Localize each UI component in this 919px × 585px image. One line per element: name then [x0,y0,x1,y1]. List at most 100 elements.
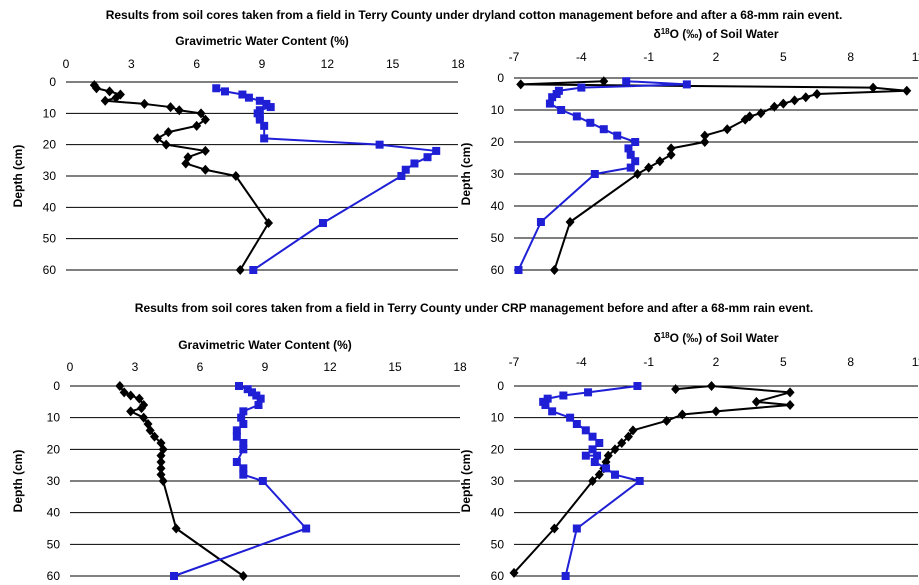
data-point-blue [588,445,597,454]
x-tick-label: 6 [197,360,204,374]
data-point-blue [590,458,599,466]
data-point-blue [244,93,253,102]
y-tick-label: 40 [491,199,505,213]
data-point-blue [318,219,327,227]
data-point-blue [212,84,221,93]
x-tick-label: 2 [713,50,720,64]
x-tick-label: 5 [780,50,787,64]
y-tick-label: 50 [491,231,505,245]
data-point-black [156,450,166,461]
data-point-black [756,108,766,119]
data-point-blue [631,138,640,146]
chart-cotton-d18o: δ18O (‰) of Soil Water 0 10 20 30 40 50 60 -7 -4 -… [459,27,919,278]
data-point-blue [590,170,599,178]
data-point-black [751,396,761,407]
y-axis-label: Depth (cm) [11,450,25,513]
data-point-black [707,381,717,391]
data-point-blue [548,93,557,102]
data-point-black [700,130,710,141]
data-point-blue [541,401,550,409]
data-point-blue [260,134,269,143]
data-point-black [231,171,241,181]
data-point-blue [255,115,264,124]
y-tick-label: 30 [43,169,57,183]
data-point-black [644,162,654,173]
data-point-blue [581,426,590,435]
x-tick-label: 6 [193,57,200,71]
y-tick-label: 60 [47,569,61,583]
data-point-black [617,438,627,448]
data-point-blue [238,90,247,99]
x-tick-label: 3 [132,360,139,374]
data-point-black [126,406,136,417]
data-point-black [812,89,822,99]
data-point-blue [545,99,554,108]
data-point-black [677,409,687,420]
data-point-blue [235,382,243,390]
data-point-black [126,390,136,401]
data-point-blue [577,83,586,92]
data-point-blue [243,385,252,394]
data-point-black [785,400,795,410]
data-point-black [158,476,168,486]
x-tick-label: -4 [576,355,587,369]
data-point-black [740,114,750,125]
data-point-blue [626,150,635,159]
y-tick-label: 0 [49,75,56,89]
y-tick-label: 20 [47,442,61,456]
data-point-black [152,133,162,144]
data-point-blue [432,146,441,155]
data-point-black [111,92,121,103]
y-axis-label: Depth (cm) [459,450,473,513]
y-tick-label: 40 [491,506,505,520]
data-point-black [785,387,795,398]
data-point-blue [237,413,246,422]
x-tick-label: 18 [453,360,467,374]
data-point-black [610,444,620,455]
x-tick-label: 11 [912,355,919,369]
data-point-black [235,265,245,275]
y-tick-label: 30 [491,474,505,488]
data-point-black [238,571,248,581]
data-point-blue [626,163,635,172]
data-point-black [200,164,210,175]
y-tick-label: 50 [43,232,57,246]
data-point-blue [624,144,633,153]
data-point-black [632,169,642,179]
data-point-blue [401,165,410,174]
data-point-blue [249,266,258,274]
data-point-blue [572,524,581,533]
chart-cotton-gwc: Gravimetric Water Content (%)01020304050… [11,34,465,277]
data-point-black [509,567,519,578]
x-tick-label: 9 [259,57,266,71]
data-point-black [100,95,110,106]
data-point-black [134,393,144,404]
y-tick-label: 10 [491,103,505,117]
data-point-blue [423,153,432,162]
data-point-blue [548,407,557,416]
y-tick-label: 60 [491,569,505,583]
y-tick-label: 10 [491,411,505,425]
chart-crp-gwc: Gravimetric Water Content (%)01020304050… [11,338,467,583]
data-point-black [139,412,149,423]
y-tick-label: 0 [497,379,504,393]
x-tick-label: 12 [323,360,337,374]
y-tick-label: 30 [491,167,505,181]
y-tick-label: 0 [497,71,504,85]
data-point-blue [410,159,419,168]
data-point-blue [536,218,545,226]
data-point-blue [561,572,570,580]
data-point-blue [595,439,604,447]
data-point-blue [220,87,229,96]
data-point-black [722,124,732,135]
data-point-black [119,387,129,398]
x-tick-label: 15 [386,57,400,71]
y-tick-label: 40 [43,200,57,214]
x-tick-label: 18 [451,57,465,71]
x-tick-label: -4 [576,50,587,64]
data-point-black [163,127,173,138]
data-point-black [769,101,779,112]
data-point-black [156,457,166,467]
section-title-crp: Results from soil cores taken from a fie… [135,301,813,315]
y-tick-label: 0 [53,379,60,393]
